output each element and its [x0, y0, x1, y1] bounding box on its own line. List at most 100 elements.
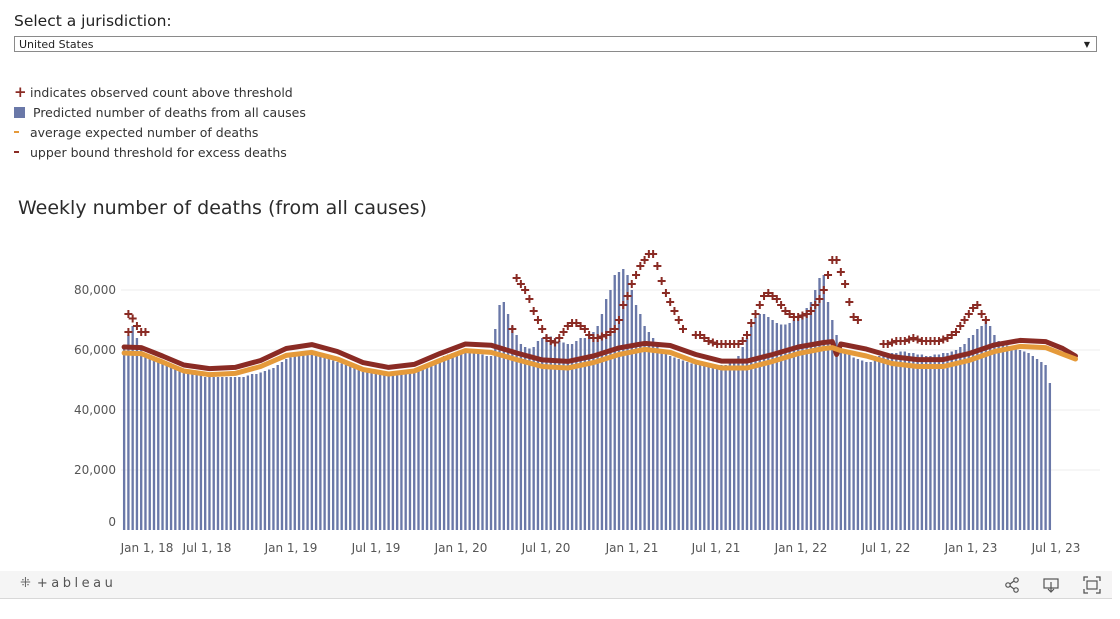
bar [779, 324, 783, 530]
bar [263, 371, 267, 530]
bar [946, 353, 949, 530]
bar [929, 356, 932, 530]
bar [408, 371, 412, 530]
bar [549, 336, 552, 530]
bar [878, 356, 881, 530]
download-icon[interactable] [1042, 576, 1060, 594]
bar [259, 372, 262, 530]
x-tick-label: Jul 1, 21 [691, 541, 741, 555]
bar [208, 377, 211, 530]
bar [430, 363, 433, 530]
x-tick-label: Jul 1, 20 [521, 541, 571, 555]
bar [1014, 348, 1017, 530]
bar [860, 360, 864, 530]
bar [378, 372, 382, 530]
x-tick-label: Jan 1, 19 [264, 541, 318, 555]
bar [447, 354, 450, 530]
bar [340, 363, 343, 530]
bar [754, 317, 757, 530]
bar [698, 365, 702, 530]
y-tick-label: 80,000 [74, 283, 116, 297]
bar [651, 338, 655, 530]
bar [468, 350, 471, 530]
bar [630, 290, 633, 530]
bar [771, 320, 774, 530]
observed-plus-marker [529, 307, 538, 315]
jurisdiction-select-value: United States [19, 38, 94, 51]
bar [587, 335, 591, 530]
y-tick-label: 20,000 [74, 463, 116, 477]
bar [869, 362, 872, 530]
bar [1035, 359, 1039, 530]
bar [694, 363, 697, 530]
bar [895, 353, 898, 530]
bar [319, 356, 322, 530]
observed-plus-marker [696, 331, 705, 339]
bar [984, 320, 988, 530]
bar [553, 338, 557, 530]
bar [639, 314, 642, 530]
observed-plus-marker [934, 337, 943, 345]
share-icon[interactable] [1003, 576, 1021, 594]
bar [314, 354, 318, 530]
tableau-brand: +ableau [36, 576, 117, 591]
tableau-logo[interactable]: ⁜ +ableau [20, 576, 116, 591]
bar [272, 368, 275, 530]
observed-plus-marker [760, 292, 769, 300]
observed-plus-marker [563, 322, 572, 330]
dash-swatch-icon [14, 125, 30, 139]
bar [690, 363, 693, 530]
observed-plus-marker [836, 268, 845, 276]
bar [361, 369, 365, 530]
bar [1001, 344, 1005, 530]
bar [831, 320, 834, 530]
x-tick-label: Jan 1, 22 [774, 541, 828, 555]
tableau-toolbar: ⁜ +ableau [0, 571, 1112, 599]
observed-plus-marker [580, 325, 589, 333]
bar [489, 356, 493, 530]
dash-swatch-icon [14, 145, 30, 159]
bar [502, 302, 505, 530]
bar [664, 353, 668, 530]
chevron-down-icon[interactable]: ▼ [1083, 40, 1090, 49]
bar [174, 366, 177, 530]
x-tick-label: Jul 1, 18 [182, 541, 232, 555]
bar [788, 323, 791, 530]
bar [681, 360, 685, 530]
observed-plus-marker [542, 334, 551, 342]
bar [1031, 356, 1034, 530]
jurisdiction-select-title: Select a jurisdiction: [14, 12, 172, 30]
bar [280, 362, 284, 530]
jurisdiction-select[interactable]: United States ▼ [14, 36, 1097, 52]
bar [711, 365, 715, 530]
bar [182, 369, 186, 530]
fullscreen-icon[interactable] [1083, 576, 1101, 594]
observed-plus-marker [640, 256, 649, 264]
bar [707, 365, 710, 530]
observed-plus-marker [734, 340, 743, 348]
bar [229, 377, 232, 530]
bar [797, 317, 800, 530]
observed-plus-marker [678, 325, 687, 333]
bar [178, 368, 181, 530]
bar [660, 350, 663, 530]
bar [532, 347, 535, 530]
bar [579, 338, 582, 530]
bar [570, 344, 574, 530]
observed-plus-marker [832, 256, 841, 264]
bar [191, 372, 194, 530]
x-tick-label: Jan 1, 20 [434, 541, 488, 555]
observed-plus-marker [636, 262, 645, 270]
bar [451, 353, 454, 530]
bar [609, 290, 612, 530]
bar [459, 351, 463, 530]
bar [485, 356, 488, 530]
observed-plus-marker [559, 328, 568, 336]
legend-label: average expected number of deaths [30, 124, 259, 140]
bar [387, 372, 390, 530]
legend-label: upper bound threshold for excess deaths [30, 144, 287, 160]
bar [575, 341, 578, 530]
x-tick-label: Jul 1, 23 [1031, 541, 1081, 555]
observed-plus-marker [952, 328, 961, 336]
bar [165, 363, 168, 530]
